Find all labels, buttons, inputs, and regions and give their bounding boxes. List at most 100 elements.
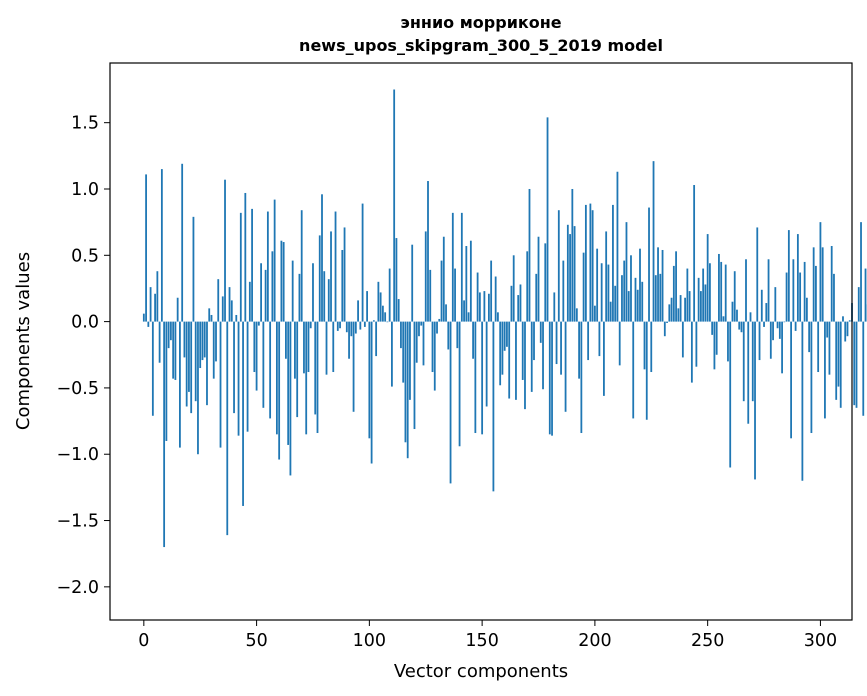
bar-23 xyxy=(194,321,197,402)
bar-192 xyxy=(575,308,578,322)
bar-21 xyxy=(190,321,193,414)
bar-294 xyxy=(805,297,808,322)
bar-230 xyxy=(661,249,664,322)
bar-217 xyxy=(632,321,635,419)
bar-151 xyxy=(483,291,486,322)
y-tick-label: 0.5 xyxy=(71,246,99,266)
bar-296 xyxy=(810,321,813,434)
chart-title: эннио морриконе xyxy=(400,13,561,32)
bar-4 xyxy=(151,321,154,416)
bar-100 xyxy=(368,321,371,439)
bar-8 xyxy=(160,169,163,322)
bar-129 xyxy=(433,321,436,391)
bar-74 xyxy=(309,321,312,329)
bar-70 xyxy=(300,210,303,322)
bar-17 xyxy=(181,163,184,322)
bar-220 xyxy=(639,248,641,322)
bar-87 xyxy=(339,321,341,329)
bar-114 xyxy=(400,321,402,349)
bar-191 xyxy=(573,226,576,322)
bar-134 xyxy=(445,304,447,322)
bar-156 xyxy=(494,276,497,322)
bar-304 xyxy=(828,321,831,375)
bar-104 xyxy=(377,281,380,322)
bar-285 xyxy=(785,272,788,322)
bar-102 xyxy=(372,320,375,322)
bar-219 xyxy=(636,289,639,322)
bar-208 xyxy=(612,204,614,322)
bar-161 xyxy=(506,321,508,347)
bar-204 xyxy=(603,321,605,396)
bar-222 xyxy=(643,321,646,370)
bar-63 xyxy=(285,321,287,359)
bar-287 xyxy=(790,321,792,439)
bar-196 xyxy=(584,204,587,322)
bar-157 xyxy=(497,312,499,322)
bar-99 xyxy=(366,291,368,322)
bar-90 xyxy=(345,321,348,333)
x-tick-label: 300 xyxy=(804,631,837,651)
bar-43 xyxy=(239,212,242,322)
bar-168 xyxy=(521,321,524,380)
bar-256 xyxy=(720,261,723,322)
bar-246 xyxy=(697,277,700,322)
bar-120 xyxy=(413,321,416,430)
bar-183 xyxy=(555,321,558,365)
bar-181 xyxy=(551,321,553,436)
bar-44 xyxy=(242,321,244,506)
bar-248 xyxy=(702,268,705,322)
bar-39 xyxy=(230,300,233,322)
bar-282 xyxy=(778,321,781,339)
bar-105 xyxy=(379,292,382,322)
bar-109 xyxy=(388,268,391,322)
bar-239 xyxy=(681,321,684,358)
bar-38 xyxy=(228,287,231,322)
bar-173 xyxy=(533,321,535,361)
bar-35 xyxy=(221,296,224,322)
bar-118 xyxy=(409,321,411,400)
bar-51 xyxy=(257,321,260,326)
bar-277 xyxy=(767,259,770,322)
bar-25 xyxy=(199,321,202,369)
bar-110 xyxy=(391,321,393,387)
bar-182 xyxy=(553,292,556,322)
bar-243 xyxy=(690,321,693,383)
bar-14 xyxy=(174,321,177,380)
bar-269 xyxy=(749,312,752,322)
bar-291 xyxy=(799,272,802,322)
bar-34 xyxy=(219,321,222,448)
bar-281 xyxy=(776,321,779,329)
bar-132 xyxy=(440,260,443,322)
bar-180 xyxy=(548,321,551,435)
bar-199 xyxy=(591,210,594,322)
bar-85 xyxy=(334,211,337,322)
bar-176 xyxy=(539,321,542,343)
bar-42 xyxy=(237,321,240,436)
bar-201 xyxy=(596,248,599,322)
bar-251 xyxy=(709,263,711,322)
bar-177 xyxy=(542,321,544,390)
bar-103 xyxy=(375,321,378,357)
bar-67 xyxy=(294,321,296,379)
bar-128 xyxy=(431,321,434,373)
y-axis-label: Components values xyxy=(13,252,34,430)
bar-123 xyxy=(420,321,423,326)
bar-97 xyxy=(361,203,364,322)
bar-258 xyxy=(724,264,727,322)
bar-308 xyxy=(837,321,840,387)
bar-78 xyxy=(318,235,321,322)
bar-131 xyxy=(438,318,441,322)
bar-58 xyxy=(273,199,276,322)
bar-140 xyxy=(458,321,461,447)
bar-18 xyxy=(183,321,186,358)
bar-236 xyxy=(675,251,677,322)
bar-171 xyxy=(528,188,531,322)
bar-155 xyxy=(492,321,495,492)
bar-292 xyxy=(801,321,804,481)
bar-89 xyxy=(343,227,346,322)
bar-141 xyxy=(460,212,463,322)
bar-69 xyxy=(298,273,301,322)
bar-136 xyxy=(449,321,452,484)
bar-284 xyxy=(783,321,786,323)
